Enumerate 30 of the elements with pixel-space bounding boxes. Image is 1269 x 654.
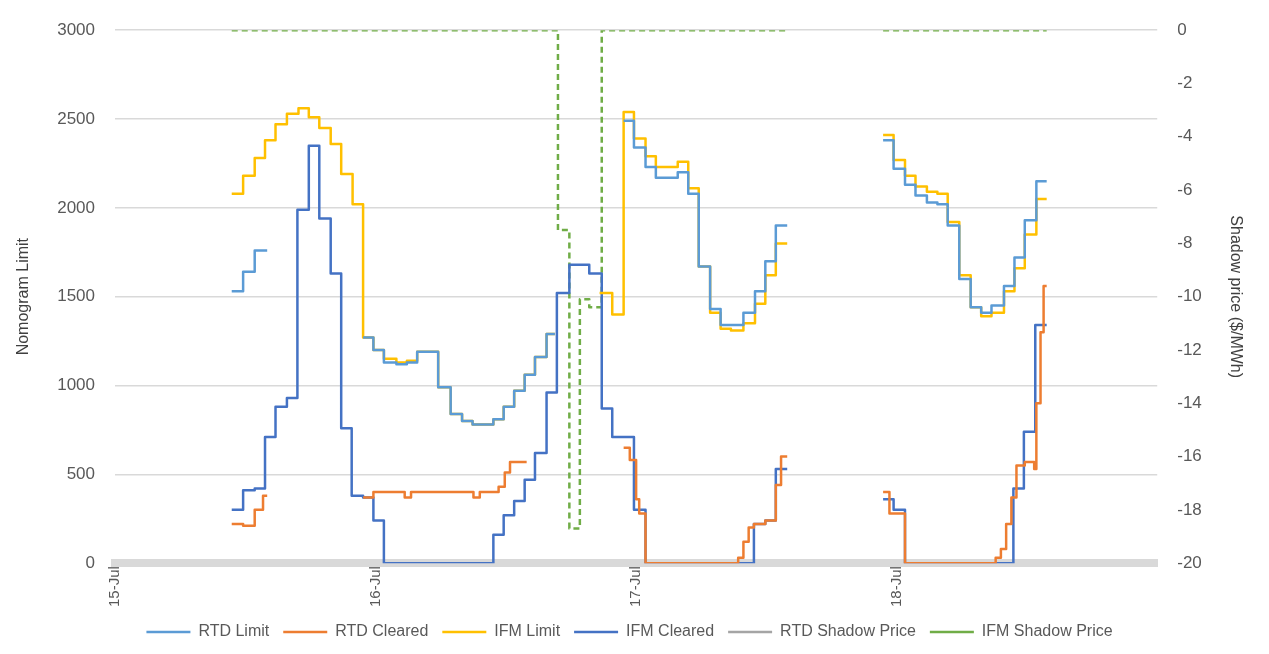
y2-tick-label: 0 xyxy=(1177,19,1187,39)
legend-label: IFM Cleared xyxy=(626,622,715,640)
y2-tick-label: -18 xyxy=(1177,499,1202,519)
legend-label: RTD Shadow Price xyxy=(780,622,916,640)
y2-tick-label: -2 xyxy=(1177,73,1193,93)
y-tick-label: 0 xyxy=(85,552,96,572)
y-tick-label: 2500 xyxy=(57,108,96,128)
legend-label: IFM Shadow Price xyxy=(981,622,1113,640)
x-tick-label: 17-Jul xyxy=(626,566,644,607)
y-axis-title: Nomogram Limit xyxy=(14,237,32,356)
y2-tick-label: -14 xyxy=(1177,392,1202,412)
y-tick-label: 500 xyxy=(66,464,96,484)
y2-axis-title: Shadow price ($/MWh) xyxy=(1227,215,1245,379)
y-tick-label: 2000 xyxy=(57,197,96,217)
y-tick-label: 3000 xyxy=(57,19,96,39)
y-tick-label: 1000 xyxy=(57,375,96,395)
y2-tick-label: -20 xyxy=(1177,552,1202,572)
legend-label: IFM Limit xyxy=(494,622,561,640)
y2-tick-label: -6 xyxy=(1177,179,1193,199)
y-tick-label: 1500 xyxy=(57,286,96,306)
y2-tick-label: -16 xyxy=(1177,446,1202,466)
y2-tick-label: -8 xyxy=(1177,233,1193,253)
x-tick-label: 18-Jul xyxy=(886,566,904,607)
y2-tick-label: -10 xyxy=(1177,286,1202,306)
y2-tick-label: -4 xyxy=(1177,126,1193,146)
x-tick-label: 15-Jul xyxy=(105,566,123,607)
legend-label: RTD Cleared xyxy=(335,622,429,640)
x-tick-label: 16-Jul xyxy=(365,566,383,607)
y2-tick-label: -12 xyxy=(1177,339,1202,359)
legend-label: RTD Limit xyxy=(198,622,270,640)
